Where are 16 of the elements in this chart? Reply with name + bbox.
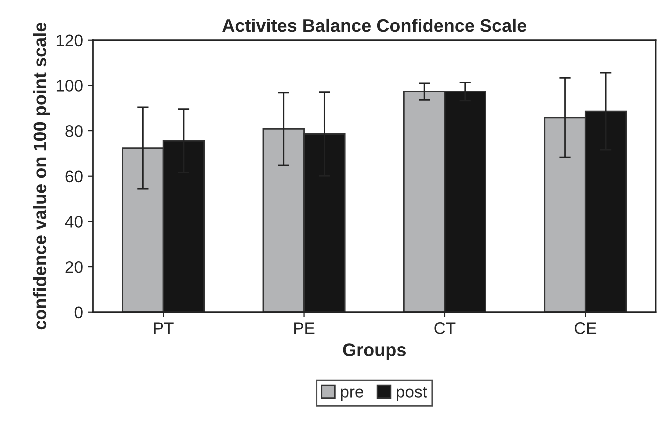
legend-label: pre bbox=[341, 388, 364, 402]
x-tick-label: PT bbox=[154, 322, 174, 334]
y-tick-label: 40 bbox=[65, 216, 83, 228]
y-tick-label: 80 bbox=[66, 125, 83, 138]
y-tick-label: 120 bbox=[56, 34, 83, 47]
x-tick-label: CT bbox=[434, 322, 456, 334]
y-tick-label: 60 bbox=[66, 170, 83, 183]
y-axis-title: confidence value on 100 point scale bbox=[33, 22, 50, 330]
chart-title: Activites Balance Confidence Scale bbox=[222, 18, 527, 32]
x-tick-label: CE bbox=[574, 322, 597, 334]
x-tick-label: PE bbox=[294, 322, 315, 334]
y-tick-label: 20 bbox=[66, 261, 83, 274]
y-tick-label: 0 bbox=[74, 306, 83, 319]
x-axis-title: Groups bbox=[343, 344, 406, 360]
y-tick-label: 100 bbox=[56, 80, 83, 92]
legend-label: post bbox=[396, 386, 428, 402]
